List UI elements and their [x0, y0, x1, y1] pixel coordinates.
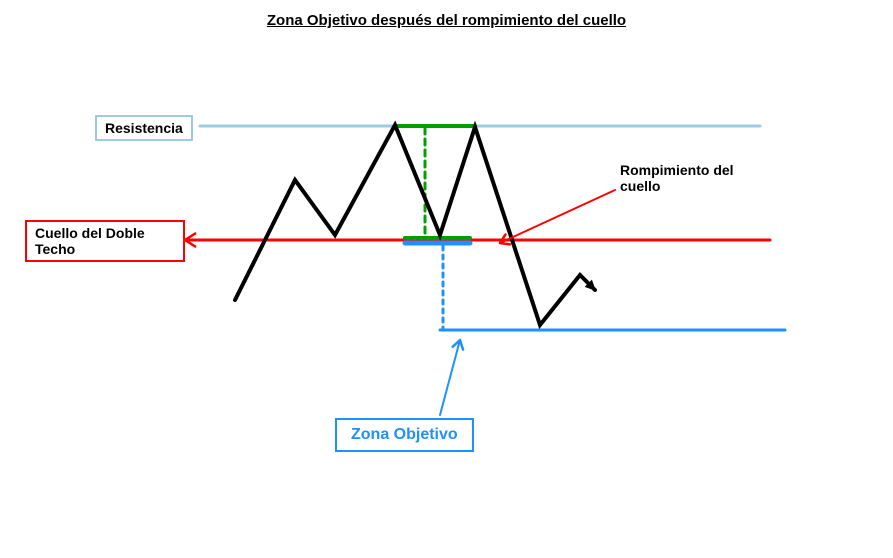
diagram-svg	[0, 0, 893, 558]
